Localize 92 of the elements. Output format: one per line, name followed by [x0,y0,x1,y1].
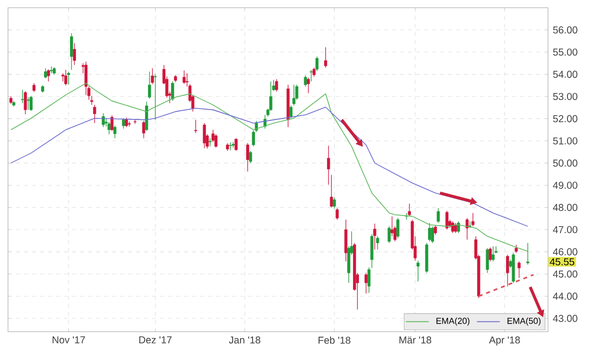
candlestick [373,223,376,250]
candlestick [370,234,374,268]
candlestick [46,69,50,82]
candlestick [327,145,330,185]
candlestick [234,138,238,152]
y-tick-label: 50.00 [553,160,578,167]
y-tick-label: 48.00 [552,204,578,211]
candlestick [26,96,30,110]
candlestick [390,216,394,237]
candlestick [466,218,469,240]
candlestick [396,218,400,238]
candlestick [108,122,111,135]
candlestick [145,101,148,132]
y-tick-label: 45.00 [552,270,578,278]
candlestick [214,134,218,148]
candlestick [364,272,368,294]
x-tick-label: Nov '17 [52,336,85,344]
candlestick [142,120,146,139]
candlestick [306,77,310,94]
candlestick [20,90,24,104]
y-tick-label: 49.00 [552,182,578,189]
candlestick [113,125,116,139]
candlestick [154,74,157,120]
candlestick [64,70,68,86]
candlestick [336,208,339,220]
candlestick [430,226,434,244]
candlestick [408,203,411,217]
candlestick [488,247,492,262]
candlestick [182,70,186,84]
candlestick [249,150,252,164]
candlestick [376,236,380,250]
candlestick [202,122,206,149]
candlestick [102,112,105,128]
candlestick [150,68,154,85]
y-tick-label: 52.00 [553,115,578,122]
candlestick [506,254,510,287]
y-tick-label: 54.00 [553,70,578,78]
candlestick [344,219,348,262]
candlestick [526,242,530,266]
candlestick [492,246,495,262]
y-tick-label: 53.00 [553,92,578,100]
candlestick [171,81,174,102]
candlestick [275,78,278,92]
y-tick-label: 56.00 [553,26,578,34]
candlestick [367,267,370,294]
candlestick [304,75,307,87]
legend-label: EMA(50) [508,318,540,326]
y-tick-label: 44.00 [552,292,578,300]
candlestick [471,212,474,227]
candlestick [67,71,70,86]
candlestick [246,142,250,172]
candlestick [24,90,27,115]
candlestick [292,84,296,106]
candlestick [416,260,420,282]
candlestick [148,71,152,100]
legend-label: EMA(20) [436,318,470,326]
y-tick-label: 47.00 [552,226,578,234]
line-series [10,106,528,227]
candlestick [90,95,94,106]
candlestick [456,221,460,234]
x-tick-label: Jan '18 [228,336,260,344]
candlestick [388,226,391,244]
candlestick [72,42,76,66]
x-tick-label: Dez '17 [139,336,172,344]
candlestick [44,68,48,79]
candlestick [194,119,198,134]
candlestick [445,210,448,230]
candlestick [324,46,328,68]
candlestick [428,222,432,242]
y-tick-label: 51.00 [553,137,578,144]
candlestick [468,221,472,228]
candlestick [70,32,74,70]
candlestick [122,118,126,130]
candlestick [486,248,489,274]
x-tick-label: Mär '18 [399,336,432,344]
candlestick [290,105,292,119]
candlestick [110,115,114,132]
y-tick-label: 43.00 [552,314,578,322]
candlestick [310,70,313,82]
candlestick [436,208,440,224]
candlestick [518,261,521,278]
candlestick [434,224,437,236]
candlestick [93,104,96,124]
y-tick-label: 55.00 [553,48,578,56]
x-tick-label: Feb '18 [318,336,350,344]
candlestick [332,197,336,209]
y-tick-label: 46.00 [552,248,578,256]
candlestick [30,95,33,112]
candlestick [315,56,318,72]
x-tick-label: Apr '18 [489,336,520,346]
annotation: 45.55 [550,258,574,266]
candlestick [330,174,333,208]
